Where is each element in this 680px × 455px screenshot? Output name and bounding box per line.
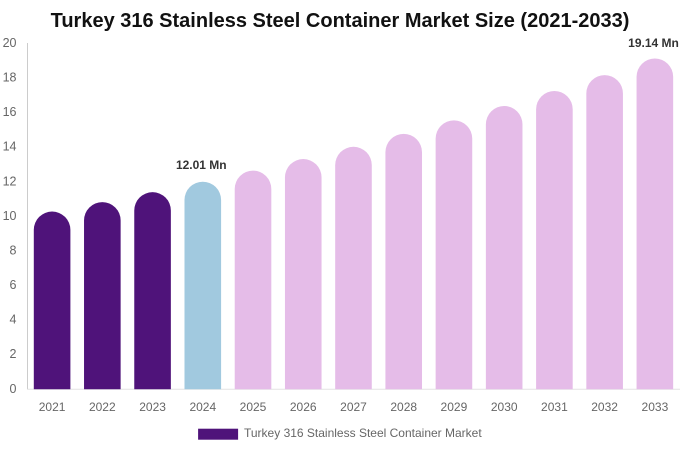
svg-text:2031: 2031 bbox=[541, 400, 568, 414]
svg-text:2021: 2021 bbox=[39, 400, 66, 414]
svg-text:14: 14 bbox=[3, 140, 17, 154]
svg-text:2028: 2028 bbox=[390, 400, 417, 414]
svg-text:0: 0 bbox=[10, 382, 17, 396]
svg-text:12: 12 bbox=[3, 174, 17, 188]
svg-text:2024: 2024 bbox=[189, 400, 216, 414]
svg-text:4: 4 bbox=[10, 313, 17, 327]
svg-text:16: 16 bbox=[3, 105, 17, 119]
svg-text:2030: 2030 bbox=[491, 400, 518, 414]
svg-text:2032: 2032 bbox=[591, 400, 618, 414]
svg-text:18: 18 bbox=[3, 71, 17, 85]
svg-text:6: 6 bbox=[10, 278, 17, 292]
svg-text:12.01 Mn: 12.01 Mn bbox=[176, 158, 227, 172]
svg-text:Turkey 316 Stainless Steel Con: Turkey 316 Stainless Steel Container Mar… bbox=[51, 10, 630, 32]
svg-text:2025: 2025 bbox=[240, 400, 267, 414]
svg-text:Turkey 316 Stainless Steel Con: Turkey 316 Stainless Steel Container Mar… bbox=[244, 426, 482, 440]
svg-text:20: 20 bbox=[3, 36, 17, 50]
svg-text:2027: 2027 bbox=[340, 400, 367, 414]
svg-text:2022: 2022 bbox=[89, 400, 116, 414]
svg-text:2029: 2029 bbox=[441, 400, 468, 414]
svg-text:2033: 2033 bbox=[642, 400, 669, 414]
svg-text:8: 8 bbox=[10, 243, 17, 257]
svg-text:2026: 2026 bbox=[290, 400, 317, 414]
svg-text:2023: 2023 bbox=[139, 400, 166, 414]
svg-text:2: 2 bbox=[10, 347, 17, 361]
svg-text:19.14 Mn: 19.14 Mn bbox=[628, 36, 679, 50]
svg-text:10: 10 bbox=[3, 209, 17, 223]
